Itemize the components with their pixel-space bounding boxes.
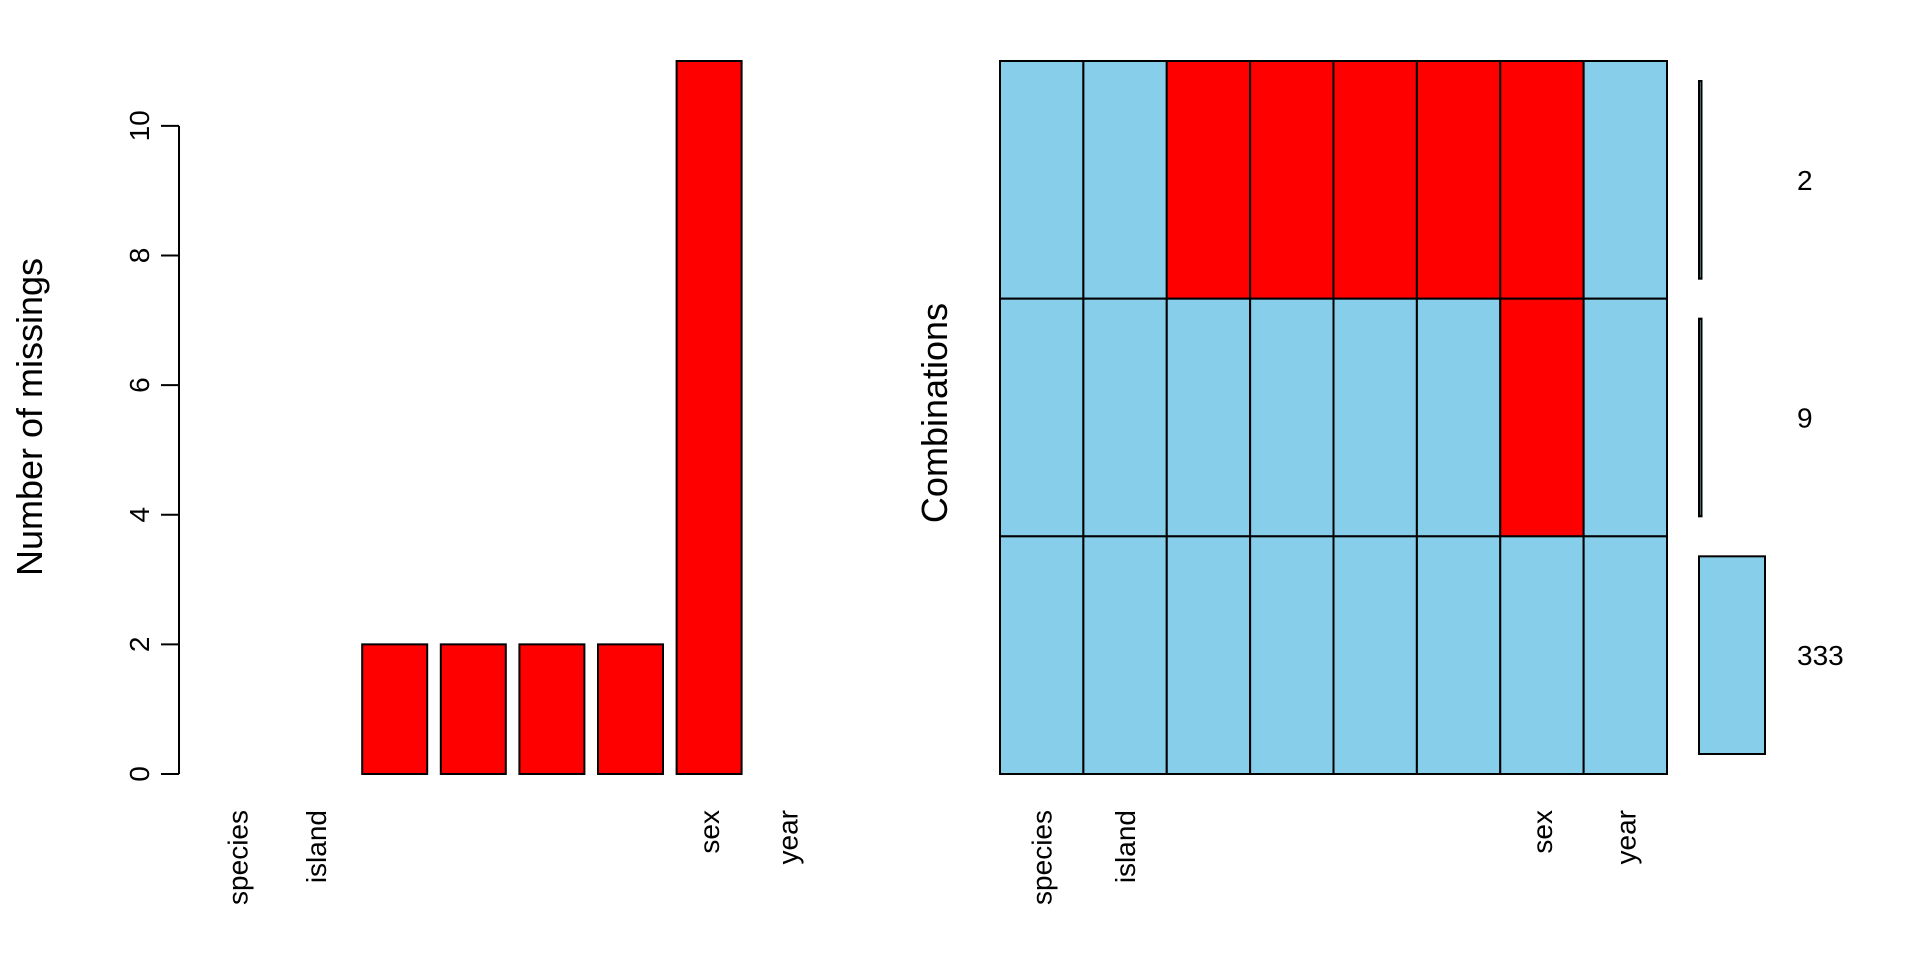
y-tick-label: 0: [124, 766, 155, 782]
x-tick-label: year: [1610, 810, 1641, 864]
cell-observed: [999, 60, 1085, 300]
cell-missing: [1332, 60, 1418, 300]
cell-missing: [1415, 60, 1502, 300]
y-axis-label: Number of missings: [9, 258, 50, 576]
x-tick-label: sex: [1527, 810, 1558, 854]
cell-observed: [1082, 297, 1168, 538]
x-tick-label: species: [223, 810, 254, 905]
cell-observed: [1165, 297, 1252, 538]
x-tick-label: island: [1110, 810, 1141, 883]
cell-observed: [1582, 535, 1668, 775]
y-tick-label: 6: [124, 377, 155, 393]
cell-missing: [1249, 60, 1335, 300]
cell-observed: [1332, 297, 1418, 538]
frequency-label: 2: [1797, 165, 1813, 196]
cell-observed: [1082, 535, 1168, 775]
bar: [675, 60, 743, 775]
cell-missing: [1499, 60, 1585, 300]
frequency-label: 333: [1797, 640, 1844, 671]
cell-observed: [1249, 297, 1335, 538]
y-tick-label: 2: [124, 637, 155, 653]
y-tick-label: 8: [124, 248, 155, 264]
cell-observed: [1082, 60, 1168, 300]
frequency-bar: [1698, 317, 1703, 518]
x-tick-label: island: [301, 810, 332, 883]
cell-observed: [1415, 535, 1502, 775]
cell-observed: [1499, 535, 1585, 775]
cell-observed: [1165, 535, 1252, 775]
cell-observed: [1332, 535, 1418, 775]
frequency-bar: [1698, 80, 1703, 280]
cell-missing: [1499, 297, 1585, 538]
frequency-label: 9: [1797, 403, 1813, 434]
cell-missing: [1165, 60, 1252, 300]
cell-observed: [999, 297, 1085, 538]
y-axis-label: Combinations: [914, 303, 955, 523]
bar: [518, 643, 586, 776]
cell-observed: [999, 535, 1085, 775]
x-tick-label: species: [1027, 810, 1058, 905]
bar: [361, 643, 429, 776]
y-tick-label: 10: [124, 110, 155, 141]
bar: [597, 643, 664, 776]
missing-count-bar-chart: Number of missings 0 2 4 6 8 10 species island s…: [9, 60, 804, 905]
bar: [439, 643, 507, 776]
cell-observed: [1415, 297, 1502, 538]
frequency-bar: [1698, 555, 1766, 755]
y-tick-label: 4: [124, 507, 155, 523]
cell-observed: [1582, 60, 1668, 300]
x-tick-label: sex: [694, 810, 725, 854]
cell-observed: [1582, 297, 1668, 538]
x-tick-label: year: [773, 810, 804, 864]
cell-observed: [1249, 535, 1335, 775]
combinations-heatmap: Combinations species island sex year 2 9 333: [914, 60, 1844, 905]
